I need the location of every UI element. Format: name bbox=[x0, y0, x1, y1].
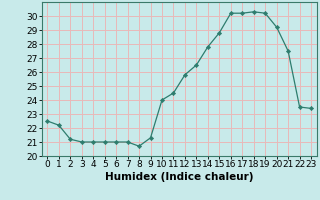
X-axis label: Humidex (Indice chaleur): Humidex (Indice chaleur) bbox=[105, 172, 253, 182]
